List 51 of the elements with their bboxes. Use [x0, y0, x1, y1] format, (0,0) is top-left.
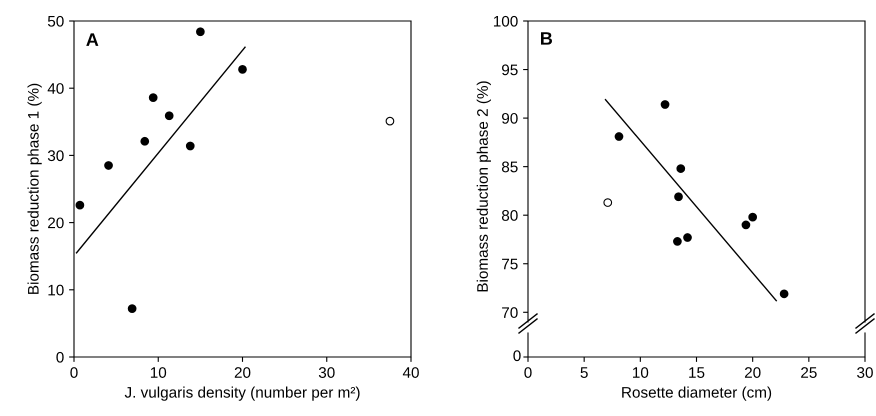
point: [660, 100, 670, 109]
x-tick-label: 10: [150, 367, 166, 378]
y-axis-title: Biomass reduction phase 2 (%): [476, 81, 491, 292]
point: [780, 289, 788, 298]
y-tick-label: 85: [502, 162, 518, 172]
point: [140, 136, 150, 146]
y-axis-title: Biomass reduction phase 1 (%): [27, 84, 42, 294]
y-tick-label: 70: [502, 307, 518, 318]
point: [186, 142, 195, 150]
point: [238, 65, 247, 74]
point: [196, 27, 205, 36]
x-axis-title: J. vulgaris density (number per m²): [124, 386, 360, 401]
x-tick-label: 15: [689, 367, 704, 378]
point: [674, 192, 683, 202]
point: [742, 220, 750, 230]
x-tick-label: 10: [633, 367, 648, 378]
x-tick-label: 30: [857, 367, 873, 378]
point: [104, 161, 113, 170]
x-tick-label: 5: [580, 367, 588, 378]
x-tick-label: 25: [801, 367, 817, 378]
y-tick-label: 100: [494, 16, 518, 27]
y-tick-label: 80: [502, 210, 518, 221]
x-tick-label: 40: [402, 367, 419, 378]
point: [614, 132, 624, 141]
point: [128, 304, 136, 313]
y-tick-label: 30: [48, 150, 64, 162]
x-tick-label: 0: [70, 367, 78, 378]
y-tick-label: 50: [48, 16, 64, 27]
text: A: [86, 33, 98, 46]
x-tick-label: 0: [524, 367, 532, 378]
point: [603, 198, 612, 207]
point: [683, 233, 692, 242]
x-tick-label: 20: [234, 367, 250, 378]
y-tick-label: 10: [48, 284, 64, 296]
y-tick-label: 90: [502, 112, 518, 124]
x-axis-title: Rosette diameter (cm): [622, 386, 772, 401]
y-tick-label: 95: [502, 64, 518, 76]
y-tick-label: 75: [502, 258, 518, 270]
chart-title: B: [541, 32, 552, 45]
point: [386, 116, 394, 126]
y-tick-label: 0: [56, 352, 64, 363]
x-tick-label: 20: [744, 367, 761, 378]
x-tick-label: 30: [318, 367, 335, 378]
point: [748, 212, 758, 222]
y-tick-label: 40: [48, 83, 64, 94]
point: [676, 164, 686, 173]
y-tick-label: 20: [48, 217, 64, 228]
point: [76, 200, 84, 210]
point: [148, 93, 158, 102]
point: [673, 237, 682, 246]
point: [164, 111, 174, 120]
